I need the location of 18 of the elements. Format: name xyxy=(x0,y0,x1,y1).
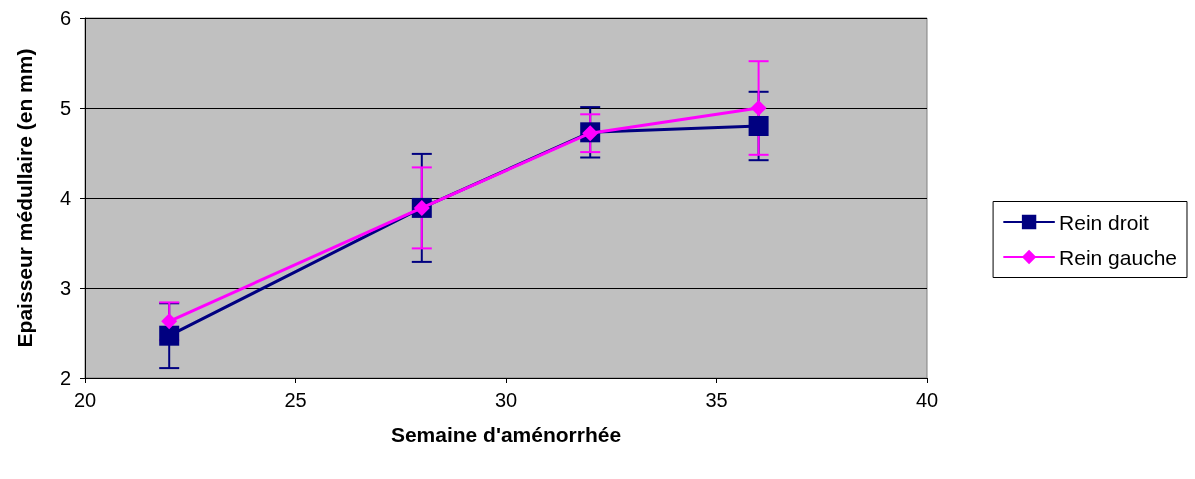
x-tick-label: 35 xyxy=(705,389,728,411)
point xyxy=(159,325,180,346)
x-tick-label: 30 xyxy=(494,389,518,411)
y-tick-label: 5 xyxy=(59,97,71,119)
y-axis-title: Epaisseur médullaire (en mm) xyxy=(13,48,36,348)
x-tick-label: 25 xyxy=(284,389,307,411)
y-tick-label: 4 xyxy=(59,187,71,209)
y-tick-label: 2 xyxy=(59,367,71,389)
y-tick-label: 3 xyxy=(59,277,71,299)
point xyxy=(748,116,769,136)
legend-label: Rein droit xyxy=(1059,210,1150,234)
legend-label: Rein gauche xyxy=(1059,245,1177,269)
point xyxy=(750,100,767,116)
point xyxy=(161,313,178,330)
x-axis-title: Semaine d'aménorrhée xyxy=(390,423,622,446)
x-tick-label: 40 xyxy=(915,389,939,411)
x-tick-label: 20 xyxy=(73,389,97,411)
y-tick-label: 6 xyxy=(59,7,71,29)
